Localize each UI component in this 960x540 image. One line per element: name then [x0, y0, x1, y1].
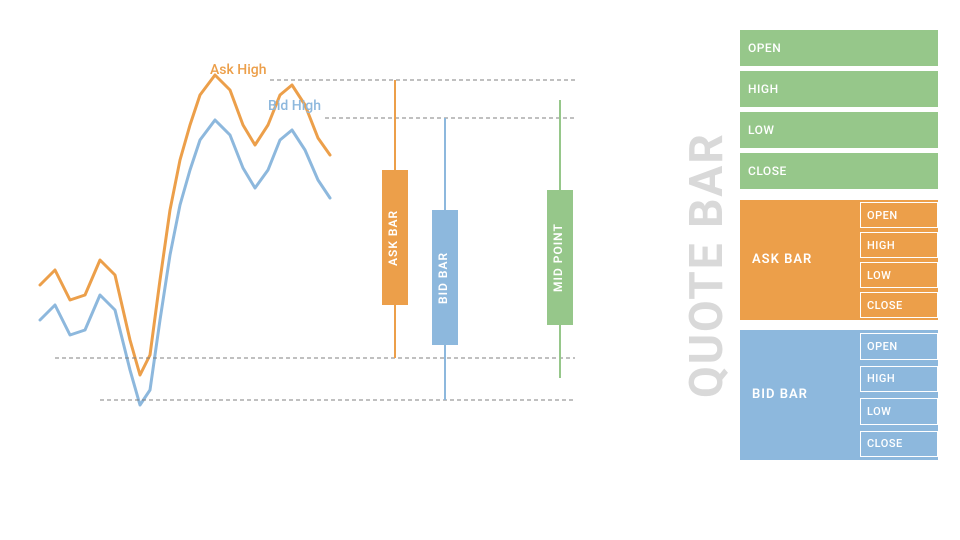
- bid-ohlc-close: CLOSE: [860, 431, 938, 458]
- diagram-stage: Ask High Bid High ASK BAR BID BAR MID PO…: [0, 0, 960, 540]
- mid-ohlc-high: HIGH: [740, 71, 938, 107]
- mid-bar-vertical-label: MID POINT: [551, 196, 565, 319]
- bid-bar-panel: BID BAR OPEN HIGH LOW CLOSE: [740, 330, 938, 460]
- ask-bar-panel: ASK BAR OPEN HIGH LOW CLOSE: [740, 200, 938, 320]
- ask-bar-vertical-label: ASK BAR: [386, 176, 400, 299]
- ask-high-label: Ask High: [210, 62, 267, 78]
- ask-ohlc-open: OPEN: [860, 202, 938, 228]
- bid-ohlc-open: OPEN: [860, 333, 938, 360]
- ask-ohlc-low: LOW: [860, 262, 938, 288]
- ask-panel-title: ASK BAR: [752, 252, 812, 267]
- price-chart: [40, 70, 370, 410]
- ask-ohlc-close: CLOSE: [860, 292, 938, 318]
- bid-high-label: Bid High: [268, 98, 321, 114]
- quote-bar-title: QUOTE BAR: [680, 35, 734, 495]
- bid-bar-vertical-label: BID BAR: [436, 216, 450, 339]
- mid-ohlc-open: OPEN: [740, 30, 938, 66]
- mid-ohlc-low: LOW: [740, 112, 938, 148]
- bid-ohlc-low: LOW: [860, 398, 938, 425]
- mid-ohlc-close: CLOSE: [740, 153, 938, 189]
- bid-panel-title: BID BAR: [752, 387, 808, 402]
- bid-ohlc-high: HIGH: [860, 366, 938, 393]
- ask-ohlc-high: HIGH: [860, 232, 938, 258]
